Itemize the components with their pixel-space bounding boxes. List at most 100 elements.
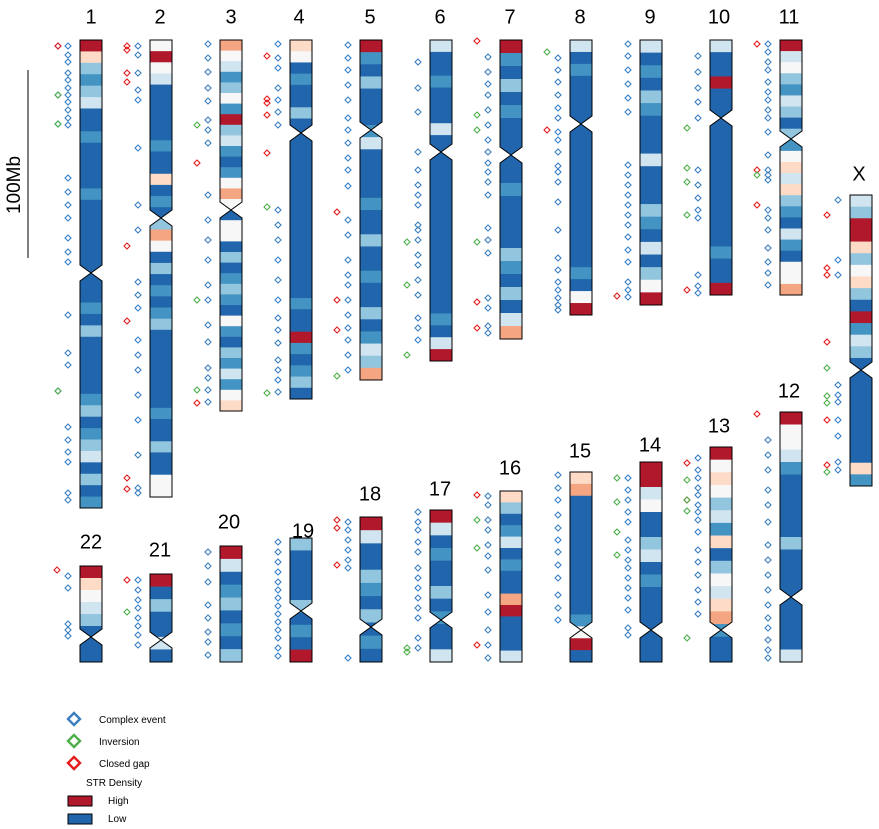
band: [780, 206, 802, 218]
complex-marker: [764, 281, 772, 289]
complex-marker: [344, 296, 352, 304]
complex-marker: [554, 114, 562, 122]
legend-label-complex: Complex event: [99, 715, 166, 726]
band: [150, 51, 172, 63]
band: [430, 170, 452, 184]
band: [220, 103, 242, 115]
band: [150, 574, 172, 588]
inversion-legend-icon: [66, 733, 82, 749]
band: [220, 167, 242, 179]
band: [570, 135, 592, 149]
band: [570, 207, 592, 220]
inversion-marker: [193, 296, 201, 304]
band: [150, 474, 172, 487]
complex-marker: [134, 416, 142, 424]
chromosome-label: X: [852, 163, 865, 185]
complex-marker: [134, 614, 142, 622]
band: [780, 272, 802, 285]
closed-marker: [123, 474, 131, 482]
complex-marker: [624, 66, 632, 74]
chromosome-8: 8: [543, 6, 593, 316]
complex-marker: [624, 631, 632, 639]
band: [360, 210, 382, 223]
band: [290, 376, 312, 389]
complex-marker: [694, 214, 702, 222]
band: [360, 270, 382, 284]
band: [360, 367, 382, 380]
closed-marker: [683, 286, 691, 294]
band: [500, 491, 522, 503]
band: [220, 571, 242, 586]
band: [500, 92, 522, 106]
closed-marker: [823, 264, 831, 272]
complex-marker: [414, 336, 422, 344]
complex-marker: [134, 604, 142, 612]
complex-marker: [764, 40, 772, 48]
band: [780, 587, 802, 601]
band: [500, 118, 522, 132]
band: [220, 336, 242, 348]
chromosome-7: 7: [473, 6, 523, 340]
complex-marker: [694, 491, 702, 499]
chromosome-6: 6: [403, 6, 453, 362]
complex-marker: [624, 80, 632, 88]
complex-marker: [274, 339, 282, 347]
band: [220, 368, 242, 380]
band: [710, 484, 732, 499]
complex-marker: [484, 641, 492, 649]
chromosome-5: 5: [333, 6, 383, 381]
complex-marker: [554, 306, 562, 314]
chromosome-label: 22: [80, 531, 102, 553]
band: [570, 231, 592, 244]
complex-marker: [134, 489, 142, 497]
complex-marker: [204, 97, 212, 105]
complex-marker: [274, 652, 282, 660]
closed-marker: [473, 37, 481, 45]
band: [430, 254, 452, 267]
complex-marker: [344, 139, 352, 147]
band: [640, 462, 662, 476]
complex-marker: [554, 511, 562, 519]
complex-marker: [624, 108, 632, 116]
chromosome-outline: [219, 39, 243, 412]
band: [150, 363, 172, 375]
band: [780, 62, 802, 74]
band: [150, 173, 172, 186]
band: [290, 152, 312, 165]
band: [780, 228, 802, 241]
complex-marker: [764, 586, 772, 594]
complex-marker: [694, 194, 702, 202]
band: [850, 392, 872, 406]
complex-marker: [624, 246, 632, 254]
band: [500, 548, 522, 560]
band: [360, 556, 382, 571]
band: [80, 578, 102, 591]
band: [80, 614, 102, 627]
complex-marker: [344, 154, 352, 162]
band: [80, 256, 102, 269]
complex-marker: [694, 206, 702, 214]
complex-marker: [274, 618, 282, 626]
inversion-marker: [823, 392, 831, 400]
band: [290, 562, 312, 576]
complex-marker: [764, 214, 772, 222]
complex-marker: [694, 598, 702, 606]
complex-marker: [64, 311, 72, 319]
band: [220, 294, 242, 306]
complex-marker: [484, 80, 492, 88]
complex-marker: [134, 641, 142, 649]
band: [570, 303, 592, 315]
band: [290, 40, 312, 52]
band: [570, 51, 592, 65]
complex-marker: [414, 201, 422, 209]
chromosome-outline: [149, 39, 173, 498]
band: [500, 605, 522, 617]
density-label-high: High: [108, 796, 129, 807]
band: [360, 222, 382, 235]
band: [500, 616, 522, 629]
inversion-marker: [683, 476, 691, 484]
band: [430, 63, 452, 77]
band: [500, 300, 522, 314]
band: [780, 599, 802, 613]
band: [220, 379, 242, 391]
